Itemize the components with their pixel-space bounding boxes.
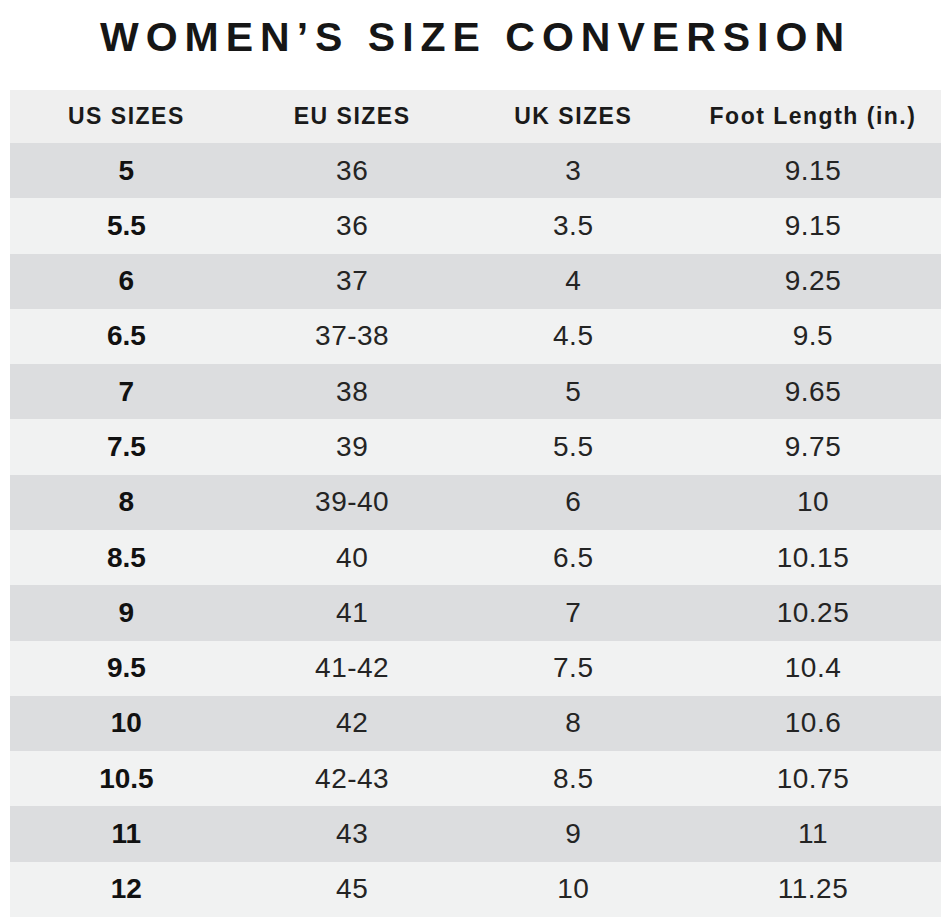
table-row: 8.5406.510.15	[10, 530, 941, 585]
table-row: 1143911	[10, 806, 941, 861]
cell-foot-length: 11	[685, 806, 941, 861]
cell-us-size: 9.5	[10, 641, 243, 696]
cell-eu-size: 39-40	[243, 475, 462, 530]
table-row: 5.5363.59.15	[10, 198, 941, 253]
cell-foot-length: 10.15	[685, 530, 941, 585]
cell-uk-size: 9	[462, 806, 685, 861]
cell-us-size: 5.5	[10, 198, 243, 253]
cell-uk-size: 8.5	[462, 751, 685, 806]
cell-eu-size: 43	[243, 806, 462, 861]
cell-uk-size: 3.5	[462, 198, 685, 253]
cell-us-size: 8	[10, 475, 243, 530]
size-conversion-table: US SIZESEU SIZESUK SIZESFoot Length (in.…	[10, 90, 941, 917]
cell-us-size: 10	[10, 696, 243, 751]
table-row: 73859.65	[10, 364, 941, 419]
cell-us-size: 8.5	[10, 530, 243, 585]
cell-us-size: 6.5	[10, 309, 243, 364]
cell-foot-length: 11.25	[685, 862, 941, 917]
cell-eu-size: 38	[243, 364, 462, 419]
cell-uk-size: 5	[462, 364, 685, 419]
cell-foot-length: 9.15	[685, 198, 941, 253]
cell-us-size: 7	[10, 364, 243, 419]
cell-uk-size: 10	[462, 862, 685, 917]
cell-eu-size: 39	[243, 419, 462, 474]
cell-uk-size: 7.5	[462, 641, 685, 696]
cell-eu-size: 36	[243, 198, 462, 253]
cell-foot-length: 9.15	[685, 143, 941, 198]
cell-eu-size: 36	[243, 143, 462, 198]
cell-uk-size: 6	[462, 475, 685, 530]
cell-eu-size: 37	[243, 254, 462, 309]
cell-eu-size: 41-42	[243, 641, 462, 696]
cell-foot-length: 9.75	[685, 419, 941, 474]
cell-eu-size: 40	[243, 530, 462, 585]
page-title: WOMEN’S SIZE CONVERSION	[0, 14, 951, 61]
cell-uk-size: 4.5	[462, 309, 685, 364]
cell-uk-size: 5.5	[462, 419, 685, 474]
column-header-foot-length: Foot Length (in.)	[685, 90, 941, 143]
cell-foot-length: 9.5	[685, 309, 941, 364]
cell-us-size: 11	[10, 806, 243, 861]
cell-uk-size: 8	[462, 696, 685, 751]
cell-us-size: 5	[10, 143, 243, 198]
cell-foot-length: 9.25	[685, 254, 941, 309]
cell-eu-size: 42	[243, 696, 462, 751]
cell-us-size: 7.5	[10, 419, 243, 474]
table-row: 63749.25	[10, 254, 941, 309]
cell-foot-length: 10.6	[685, 696, 941, 751]
table-row: 6.537-384.59.5	[10, 309, 941, 364]
table-row: 53639.15	[10, 143, 941, 198]
cell-uk-size: 7	[462, 585, 685, 640]
column-header-us-size: US SIZES	[10, 90, 243, 143]
table-row: 9.541-427.510.4	[10, 641, 941, 696]
size-conversion-table-wrap: US SIZESEU SIZESUK SIZESFoot Length (in.…	[10, 90, 941, 917]
cell-uk-size: 3	[462, 143, 685, 198]
column-header-uk-size: UK SIZES	[462, 90, 685, 143]
column-header-eu-size: EU SIZES	[243, 90, 462, 143]
cell-us-size: 12	[10, 862, 243, 917]
cell-foot-length: 10.25	[685, 585, 941, 640]
cell-eu-size: 37-38	[243, 309, 462, 364]
table-row: 10.542-438.510.75	[10, 751, 941, 806]
table-head: US SIZESEU SIZESUK SIZESFoot Length (in.…	[10, 90, 941, 143]
cell-foot-length: 10.75	[685, 751, 941, 806]
cell-uk-size: 6.5	[462, 530, 685, 585]
page: WOMEN’S SIZE CONVERSION US SIZESEU SIZES…	[0, 0, 951, 917]
cell-us-size: 10.5	[10, 751, 243, 806]
table-row: 941710.25	[10, 585, 941, 640]
table-row: 839-40610	[10, 475, 941, 530]
cell-foot-length: 10	[685, 475, 941, 530]
cell-us-size: 6	[10, 254, 243, 309]
table-row: 12451011.25	[10, 862, 941, 917]
cell-uk-size: 4	[462, 254, 685, 309]
cell-eu-size: 41	[243, 585, 462, 640]
table-row: 1042810.6	[10, 696, 941, 751]
cell-foot-length: 9.65	[685, 364, 941, 419]
table-row: 7.5395.59.75	[10, 419, 941, 474]
table-body: 53639.155.5363.59.1563749.256.537-384.59…	[10, 143, 941, 917]
cell-eu-size: 45	[243, 862, 462, 917]
cell-eu-size: 42-43	[243, 751, 462, 806]
cell-us-size: 9	[10, 585, 243, 640]
table-header-row: US SIZESEU SIZESUK SIZESFoot Length (in.…	[10, 90, 941, 143]
cell-foot-length: 10.4	[685, 641, 941, 696]
